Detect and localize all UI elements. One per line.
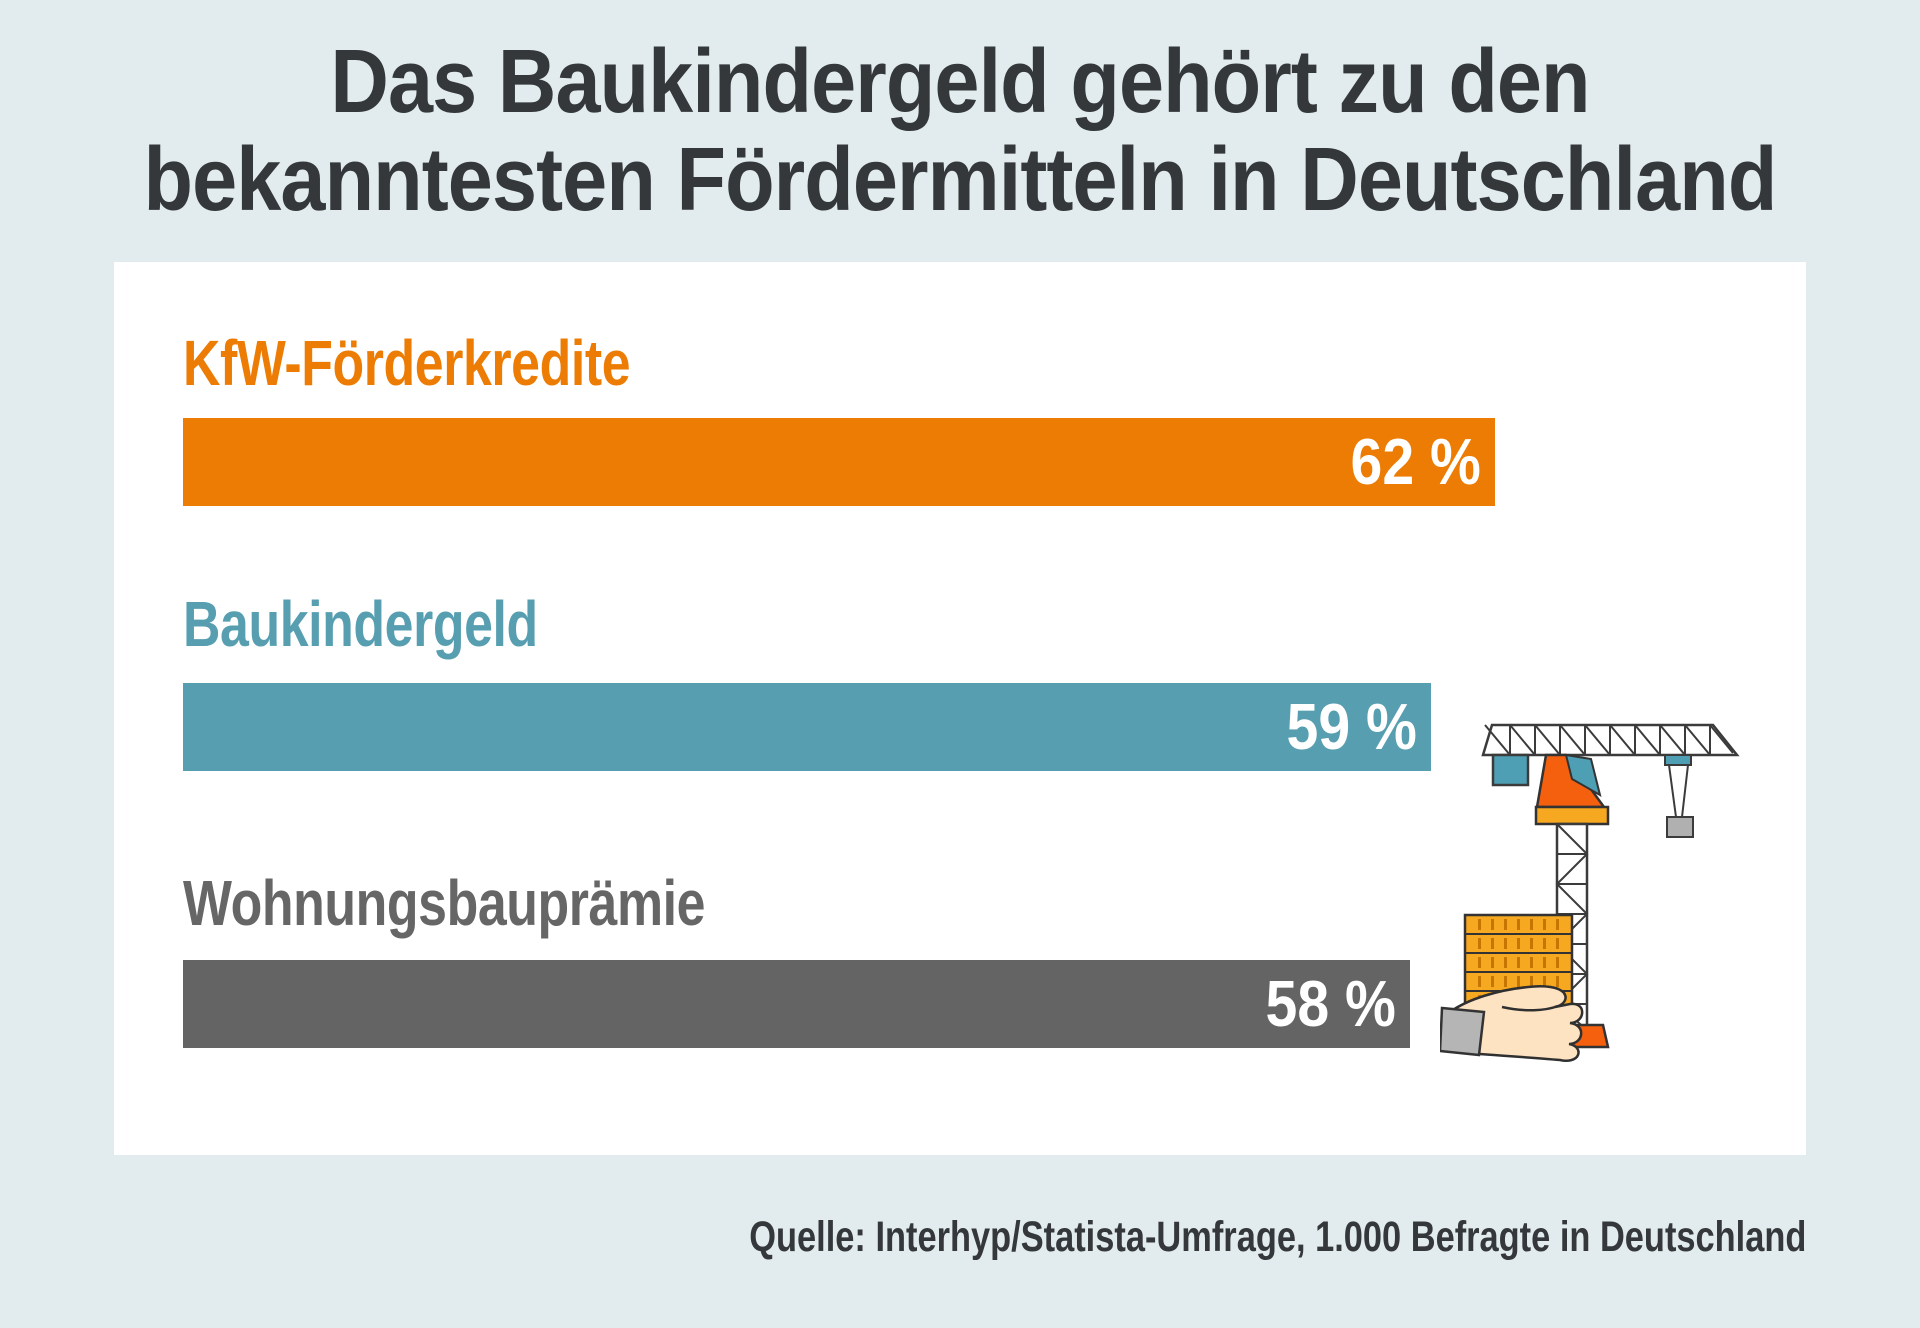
bar-value-kfw-foerderkredite: 62 %	[1350, 425, 1481, 498]
crane-counterweight-icon	[1491, 753, 1530, 787]
bar-label-baukindergeld: Baukindergeld	[183, 588, 538, 660]
construction-crane-illustration	[1440, 723, 1740, 1063]
source-text: Quelle: Interhyp/Statista-Umfrage, 1.000…	[748, 1213, 1806, 1261]
chart-title-line1: Das Baukindergeld gehört zu den	[330, 32, 1590, 132]
bar-label-kfw-foerderkredite: KfW-Förderkredite	[183, 327, 631, 399]
crane-cab-icon	[1534, 753, 1610, 826]
bar-value-wohnungsbaupraemie: 58 %	[1265, 967, 1396, 1040]
bar-value-baukindergeld: 59 %	[1286, 690, 1417, 763]
sleeve-cuff-icon	[1440, 1006, 1486, 1057]
bar-wohnungsbaupraemie: 58 %	[183, 960, 1410, 1048]
bar-label-wohnungsbaupraemie: Wohnungsbauprämie	[183, 867, 706, 939]
chart-title-line2: bekanntesten Fördermitteln in Deutschlan…	[143, 130, 1778, 230]
hand-icon	[1440, 985, 1584, 1063]
crane-jib-icon	[1481, 723, 1740, 757]
bar-baukindergeld: 59 %	[183, 683, 1431, 771]
chart-card: KfW-Förderkredite 62 % Baukindergeld 59 …	[114, 262, 1806, 1155]
chart-title: Das Baukindergeld gehört zu den bekannte…	[96, 33, 1824, 229]
bar-kfw-foerderkredite: 62 %	[183, 418, 1495, 506]
crane-hook-icon	[1664, 754, 1694, 838]
